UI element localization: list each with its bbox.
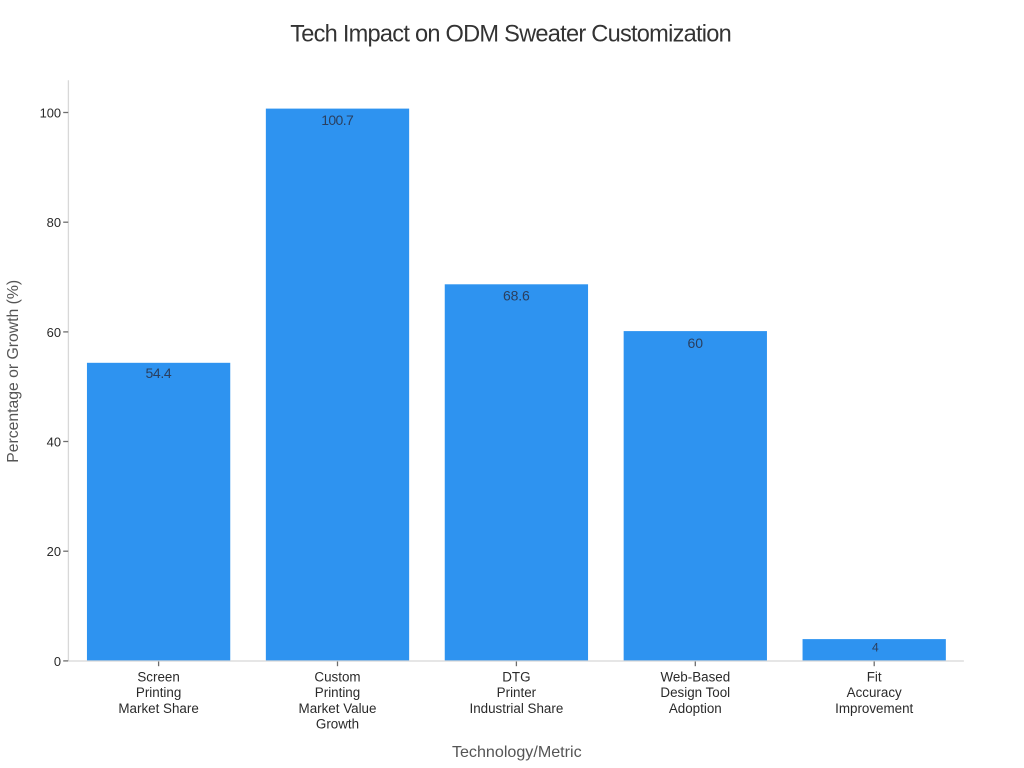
svg-text:100.7: 100.7 [321, 112, 354, 128]
svg-text:Percentage or Growth (%): Percentage or Growth (%) [5, 280, 22, 463]
svg-text:60: 60 [688, 335, 704, 351]
svg-text:40: 40 [47, 434, 61, 449]
svg-text:Market Value: Market Value [299, 701, 377, 716]
svg-text:20: 20 [47, 544, 61, 559]
svg-text:Market Share: Market Share [118, 701, 198, 716]
svg-text:60: 60 [47, 325, 61, 340]
svg-text:80: 80 [47, 215, 61, 230]
svg-text:4: 4 [872, 641, 879, 655]
svg-text:Technology/Metric: Technology/Metric [452, 743, 582, 761]
svg-text:Fit: Fit [867, 670, 882, 685]
svg-text:Web-Based: Web-Based [660, 670, 730, 685]
svg-text:Accuracy: Accuracy [847, 685, 902, 700]
svg-text:Adoption: Adoption [669, 701, 722, 716]
svg-text:Growth: Growth [316, 716, 359, 731]
svg-text:Industrial Share: Industrial Share [470, 701, 564, 716]
svg-text:Printing: Printing [136, 685, 181, 700]
svg-text:Printing: Printing [315, 685, 360, 700]
svg-text:DTG: DTG [502, 670, 530, 685]
svg-text:Custom: Custom [314, 670, 360, 685]
svg-text:Tech Impact on ODM Sweater Cus: Tech Impact on ODM Sweater Customization [290, 22, 732, 48]
svg-text:0: 0 [54, 654, 61, 669]
svg-text:100: 100 [40, 105, 61, 120]
svg-text:68.6: 68.6 [503, 288, 530, 304]
svg-text:Printer: Printer [497, 685, 537, 700]
svg-text:Design Tool: Design Tool [660, 685, 730, 700]
svg-text:Improvement: Improvement [835, 701, 913, 716]
svg-text:Screen: Screen [137, 670, 179, 685]
svg-text:54.4: 54.4 [146, 365, 172, 381]
